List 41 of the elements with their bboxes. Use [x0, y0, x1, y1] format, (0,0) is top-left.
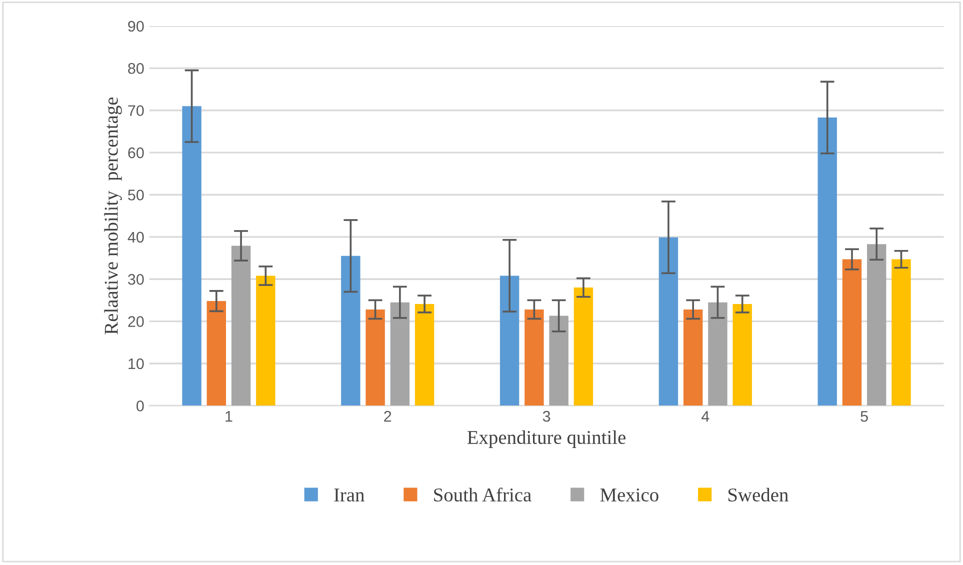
legend-label: Iran: [334, 488, 364, 502]
bar: [818, 118, 837, 406]
y-tick-label: 30: [128, 274, 144, 285]
bar: [842, 259, 862, 406]
y-axis-title: Relaative mobility percentage: [104, 97, 122, 334]
bar: [867, 244, 886, 406]
bar: [390, 302, 410, 406]
bar: [524, 309, 544, 406]
y-tick-label: 70: [128, 105, 144, 116]
x-tick-label: 5: [860, 411, 868, 422]
y-tick-label: 50: [128, 190, 144, 200]
bar: [549, 316, 568, 406]
legend-label: Mexico: [600, 488, 658, 502]
x-tick-label: 1: [226, 411, 232, 422]
bar: [658, 237, 678, 406]
bar: [683, 309, 703, 406]
y-tick-label: 0: [136, 400, 144, 412]
x-tick-label: 4: [702, 411, 710, 422]
y-tick-label: 80: [128, 63, 144, 74]
bar: [206, 301, 226, 406]
bar: [708, 302, 728, 406]
bar: [231, 246, 251, 406]
x-axis-title: Expenditure quintile: [467, 430, 626, 448]
bar: [574, 288, 594, 406]
bar: [366, 309, 385, 406]
bar: [892, 259, 911, 406]
legend-label: Sweden: [728, 488, 788, 502]
bar: [500, 276, 520, 406]
bar: [732, 304, 752, 406]
y-tick-label: 20: [128, 316, 144, 327]
bar: [414, 304, 434, 406]
y-tick-label: 90: [128, 20, 144, 32]
y-tick-label: 60: [128, 147, 144, 158]
x-tick-label: 3: [542, 410, 550, 422]
x-tick-label: 2: [384, 410, 392, 422]
y-tick-label: 40: [128, 232, 144, 243]
bar: [256, 276, 276, 406]
bar: [341, 256, 360, 406]
bar: [182, 106, 202, 406]
legend-label: South Africa: [434, 488, 532, 502]
y-tick-label: 10: [128, 358, 144, 370]
